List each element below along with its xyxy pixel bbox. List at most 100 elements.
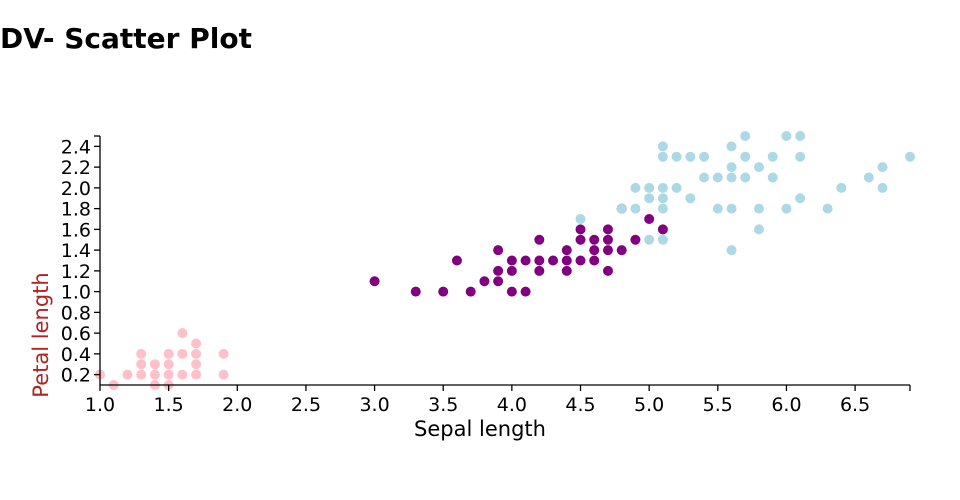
data-point <box>506 265 517 276</box>
data-point <box>602 224 613 235</box>
data-point <box>726 162 737 173</box>
x-tick-label: 4.0 <box>497 394 527 416</box>
data-point <box>795 151 806 162</box>
data-point <box>136 359 147 370</box>
data-point <box>548 255 559 266</box>
data-point <box>589 255 600 266</box>
data-point <box>877 162 888 173</box>
data-point <box>520 286 531 297</box>
data-point <box>657 193 668 204</box>
data-point <box>740 131 751 141</box>
x-tick-label: 3.5 <box>428 394 458 416</box>
data-point <box>136 369 147 380</box>
data-point <box>438 286 449 297</box>
data-point <box>657 151 668 162</box>
chart-marks <box>95 131 915 390</box>
data-point <box>163 369 174 380</box>
data-point <box>795 131 806 141</box>
x-tick-label: 6.0 <box>771 394 801 416</box>
data-point <box>493 265 504 276</box>
data-point <box>712 203 723 214</box>
data-point <box>630 203 641 214</box>
data-point <box>795 193 806 204</box>
data-point <box>726 172 737 183</box>
data-point <box>740 151 751 162</box>
data-point <box>671 182 682 193</box>
data-point <box>712 172 723 183</box>
data-point <box>685 151 696 162</box>
data-point <box>767 151 778 162</box>
data-point <box>149 359 160 370</box>
data-point <box>163 348 174 359</box>
data-point <box>451 255 462 266</box>
y-tick-label: 2.4 <box>61 136 91 158</box>
data-point <box>122 369 133 380</box>
y-axis-title: Petal length <box>29 272 53 397</box>
data-point <box>575 214 586 224</box>
data-point <box>781 131 792 141</box>
y-tick-label: 2.0 <box>61 178 91 200</box>
data-point <box>836 182 847 193</box>
data-point <box>657 141 668 152</box>
x-tick-label: 1.0 <box>85 394 115 416</box>
y-tick-label: 1.6 <box>61 219 91 241</box>
data-point <box>191 369 202 380</box>
data-point <box>602 265 613 276</box>
data-point <box>602 245 613 256</box>
data-point <box>685 193 696 204</box>
data-point <box>726 203 737 214</box>
data-point <box>753 203 764 214</box>
data-point <box>877 182 888 193</box>
chart-axes: 1.0 1.5 2.0 2.5 3.0 3.5 4.0 4.5 5.0 5.5 6.0 6.50.20… <box>61 135 911 416</box>
data-point <box>369 276 380 287</box>
data-point <box>602 234 613 245</box>
x-axis-title: Sepal length <box>414 417 546 441</box>
y-tick-label: 1.8 <box>61 199 91 221</box>
data-point <box>657 234 668 245</box>
y-tick-label: 1.4 <box>61 240 91 262</box>
data-point <box>191 348 202 359</box>
data-point <box>726 245 737 256</box>
data-point <box>561 265 572 276</box>
data-point <box>561 255 572 266</box>
page-title: DV- Scatter Plot <box>0 22 252 55</box>
data-point <box>589 234 600 245</box>
data-point <box>575 224 586 235</box>
y-tick-label: 0.8 <box>61 302 91 324</box>
data-point <box>534 234 545 245</box>
data-point <box>616 245 627 256</box>
data-point <box>493 276 504 287</box>
y-tick-label: 2.2 <box>61 157 91 179</box>
data-point <box>575 255 586 266</box>
data-point <box>177 348 188 359</box>
data-point <box>657 224 668 235</box>
data-point <box>699 151 710 162</box>
data-point <box>589 245 600 256</box>
data-point <box>630 234 641 245</box>
data-point <box>149 369 160 380</box>
y-tick-label: 0.4 <box>61 344 91 366</box>
x-tick-label: 3.0 <box>359 394 389 416</box>
data-point <box>671 151 682 162</box>
data-point <box>575 234 586 245</box>
data-point <box>520 255 531 266</box>
data-point <box>493 245 504 256</box>
data-point <box>822 203 833 214</box>
y-tick-label: 1.0 <box>61 282 91 304</box>
data-point <box>644 214 655 224</box>
data-point <box>465 286 476 297</box>
data-point <box>163 359 174 370</box>
data-point <box>534 255 545 266</box>
data-point <box>863 172 874 183</box>
data-point <box>136 348 147 359</box>
y-tick-label: 0.6 <box>61 323 91 345</box>
x-tick-label: 5.0 <box>634 394 664 416</box>
data-point <box>644 182 655 193</box>
data-point <box>753 162 764 173</box>
data-point <box>191 338 202 349</box>
data-point <box>479 276 490 287</box>
data-point <box>561 245 572 256</box>
data-point <box>616 203 627 214</box>
data-point <box>644 193 655 204</box>
